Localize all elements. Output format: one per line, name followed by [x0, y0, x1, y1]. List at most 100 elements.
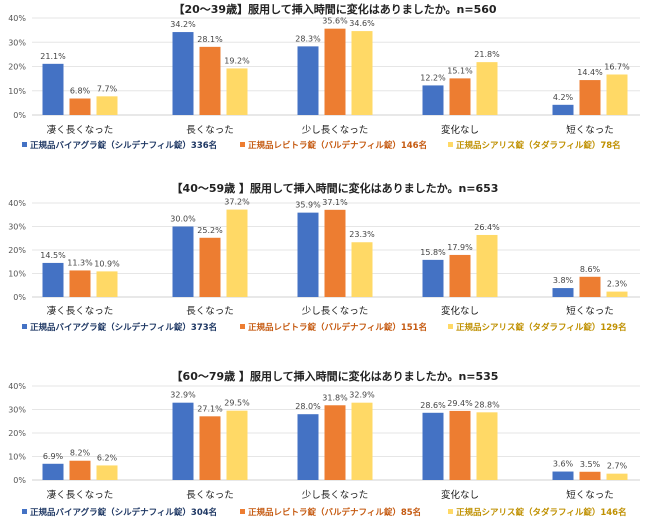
- data-label: 15.1%: [447, 66, 473, 75]
- bar-series-2: [69, 270, 91, 297]
- bar-series-1: [552, 471, 574, 480]
- data-label: 34.6%: [349, 19, 375, 28]
- bar-series-2: [199, 46, 221, 115]
- chart-panel-1: 【20～39歳】服用して挿入時間に変化はありましたか。n=560 0% 10% 20%…: [8, 2, 640, 151]
- data-label: 28.8%: [474, 400, 500, 409]
- legend-swatch: [240, 324, 245, 329]
- bar-series-1: [297, 46, 319, 116]
- bar-series-3: [96, 96, 118, 115]
- category-label: 少し長くなった: [302, 490, 369, 501]
- bar-series-1: [552, 104, 574, 115]
- category-label: 凄く長くなった: [47, 124, 114, 136]
- bar-series-2: [449, 410, 471, 480]
- legend-swatch: [22, 142, 27, 147]
- y-tick-label: 0%: [13, 476, 26, 485]
- data-label: 3.5%: [580, 460, 601, 469]
- y-tick-label: 10%: [8, 453, 26, 462]
- y-tick-label: 30%: [8, 38, 26, 47]
- category-label: 少し長くなった: [302, 306, 369, 317]
- data-label: 4.2%: [553, 93, 574, 102]
- category-label: 変化なし: [441, 305, 479, 317]
- data-label: 2.3%: [607, 280, 628, 289]
- bar-series-2: [199, 416, 221, 480]
- bar-series-3: [351, 31, 373, 115]
- data-label: 28.6%: [420, 401, 446, 410]
- category-label: 凄く長くなった: [47, 489, 114, 501]
- bar-series-3: [476, 412, 498, 480]
- y-tick-label: 10%: [8, 87, 26, 96]
- legend-swatch: [22, 509, 27, 514]
- y-tick-label: 20%: [8, 429, 26, 438]
- legend-entry: 正規品レビトラ錠（バルデナフィル錠）146名: [248, 140, 427, 151]
- category-label: 変化なし: [441, 489, 479, 501]
- bar-series-2: [579, 276, 601, 297]
- bar-series-1: [42, 463, 64, 480]
- bar-series-1: [172, 32, 194, 115]
- data-label: 7.7%: [97, 84, 118, 93]
- bar-series-1: [422, 85, 444, 115]
- y-tick-label: 0%: [13, 111, 26, 120]
- legend-swatch: [448, 142, 453, 147]
- bar-series-2: [324, 405, 346, 480]
- bar-series-1: [297, 414, 319, 480]
- bar-series-3: [226, 209, 248, 297]
- data-label: 14.4%: [577, 68, 603, 77]
- category-label: 短くなった: [566, 305, 614, 317]
- data-label: 6.2%: [97, 453, 118, 462]
- data-label: 16.7%: [604, 63, 630, 72]
- legend-entry: 正規品バイアグラ錠（シルデナフィル錠）373名: [30, 322, 217, 333]
- category-label: 短くなった: [566, 489, 614, 501]
- bar-series-3: [606, 74, 628, 115]
- bar-series-3: [476, 62, 498, 115]
- legend-swatch: [448, 324, 453, 329]
- category-label: 長くなった: [186, 125, 234, 136]
- category-label: 少し長くなった: [302, 125, 369, 136]
- bar-series-2: [324, 28, 346, 116]
- data-label: 28.3%: [295, 34, 321, 43]
- legend-entry: 正規品シアリス錠（タダラフィル錠）129名: [456, 322, 627, 333]
- bar-series-1: [552, 288, 574, 297]
- legend-swatch: [22, 324, 27, 329]
- bar-series-3: [96, 465, 118, 480]
- data-label: 8.2%: [70, 449, 91, 458]
- category-label: 長くなった: [186, 490, 234, 501]
- y-tick-label: 40%: [8, 199, 26, 208]
- bar-series-1: [422, 412, 444, 480]
- bar-series-1: [172, 402, 194, 480]
- legend-swatch: [448, 509, 453, 514]
- legend-entry: 正規品シアリス錠（タダラフィル錠）146名: [456, 507, 627, 518]
- data-label: 25.2%: [197, 226, 223, 235]
- data-label: 2.7%: [607, 462, 628, 471]
- data-label: 37.2%: [224, 198, 250, 207]
- data-label: 8.6%: [580, 265, 601, 274]
- y-tick-label: 20%: [8, 63, 26, 72]
- bar-series-2: [449, 78, 471, 115]
- y-tick-label: 30%: [8, 223, 26, 232]
- y-tick-label: 40%: [8, 382, 26, 391]
- data-label: 10.9%: [94, 259, 120, 268]
- data-label: 32.9%: [170, 391, 196, 400]
- data-label: 28.1%: [197, 35, 223, 44]
- data-label: 15.8%: [420, 248, 446, 257]
- chart-title: 【20～39歳】服用して挿入時間に変化はありましたか。n=560: [173, 2, 496, 16]
- data-label: 21.8%: [474, 50, 500, 59]
- data-label: 6.9%: [43, 452, 64, 461]
- bar-series-3: [476, 234, 498, 297]
- bar-series-2: [579, 80, 601, 115]
- data-label: 35.9%: [295, 201, 321, 210]
- data-label: 29.5%: [224, 399, 250, 408]
- bar-series-1: [42, 262, 64, 297]
- legend-entry: 正規品レビトラ錠（バルデナフィル錠）85名: [248, 507, 421, 518]
- bar-series-2: [449, 254, 471, 297]
- bar-series-3: [96, 271, 118, 297]
- chart-title: 【40～59歳 】服用して挿入時間に変化はありましたか。n=653: [172, 181, 499, 195]
- bar-series-3: [606, 473, 628, 480]
- bar-series-1: [172, 226, 194, 297]
- data-label: 28.0%: [295, 402, 321, 411]
- data-label: 30.0%: [170, 215, 196, 224]
- data-label: 32.9%: [349, 391, 375, 400]
- legend-entry: 正規品レビトラ錠（バルデナフィル錠）151名: [248, 322, 427, 333]
- bar-series-3: [351, 242, 373, 297]
- bar-series-1: [297, 212, 319, 297]
